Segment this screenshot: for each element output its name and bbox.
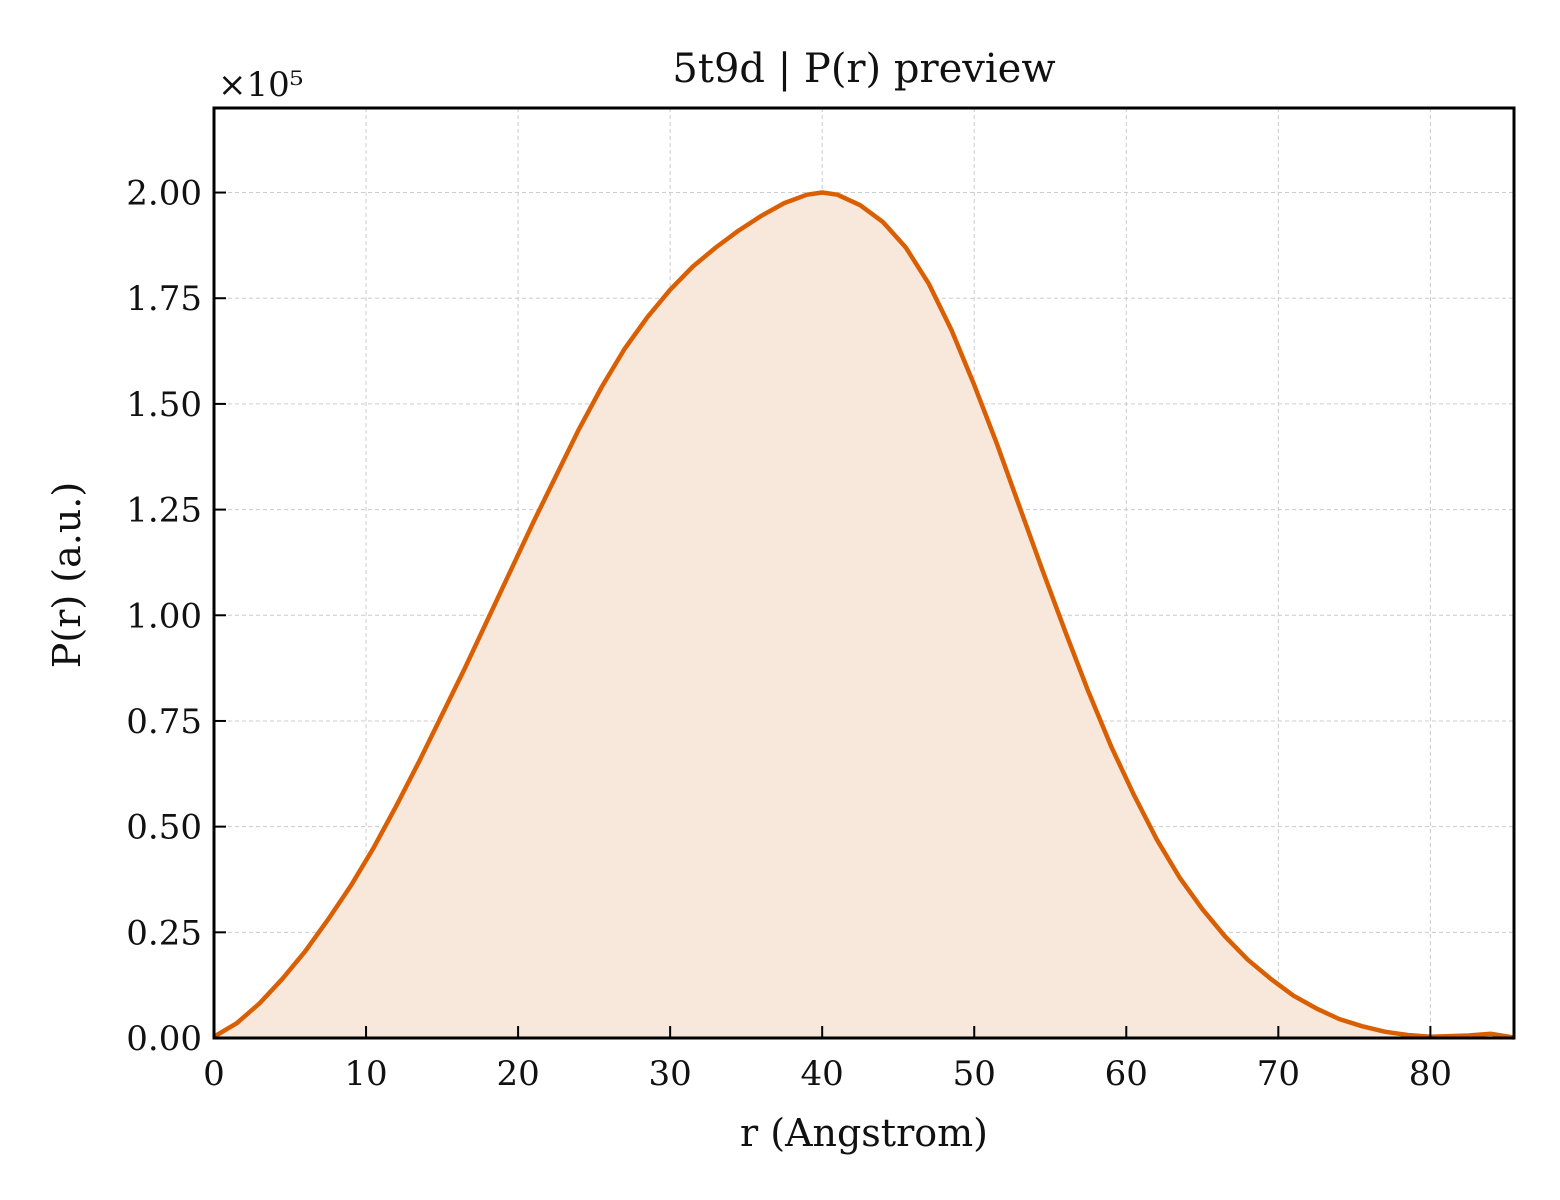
y-tick-label: 1.75: [126, 279, 202, 319]
y-tick-label: 2.00: [126, 174, 202, 214]
x-tick-label: 40: [801, 1054, 844, 1094]
x-tick-label: 0: [203, 1054, 225, 1094]
y-tick-label: 1.25: [126, 491, 202, 531]
y-axis-label: P(r) (a.u.): [45, 482, 89, 668]
x-tick-label: 30: [649, 1054, 692, 1094]
y-tick-labels: 0.00 0.25 0.50 0.75 1.00 1.25 1.50 1.75 2.00: [126, 174, 202, 1059]
y-tick-label: 0.00: [126, 1019, 202, 1059]
pr-area-fill: [214, 192, 1514, 1038]
x-tick-labels: 0 10 20 30 40 50 60 70 80: [203, 1054, 1452, 1094]
x-tick-label: 60: [1105, 1054, 1148, 1094]
x-tick-label: 50: [953, 1054, 996, 1094]
chart-title: 5t9d | P(r) preview: [672, 46, 1055, 92]
x-axis-label: r (Angstrom): [740, 1111, 988, 1155]
y-axis-multiplier: ×10⁵: [218, 65, 303, 105]
x-tick-label: 10: [344, 1054, 387, 1094]
y-tick-label: 0.75: [126, 702, 202, 742]
y-tick-label: 0.25: [126, 913, 202, 953]
y-tick-label: 0.50: [126, 808, 202, 848]
x-tick-label: 70: [1257, 1054, 1300, 1094]
pr-curve-line: [212, 190, 1515, 1040]
plot-frame: [212, 106, 1516, 1040]
x-tick-label: 20: [496, 1054, 539, 1094]
y-tick-label: 1.50: [126, 385, 202, 425]
x-tick-label: 80: [1409, 1054, 1452, 1094]
y-tick-label: 1.00: [126, 596, 202, 636]
axis-ticks: [213, 191, 1432, 1039]
